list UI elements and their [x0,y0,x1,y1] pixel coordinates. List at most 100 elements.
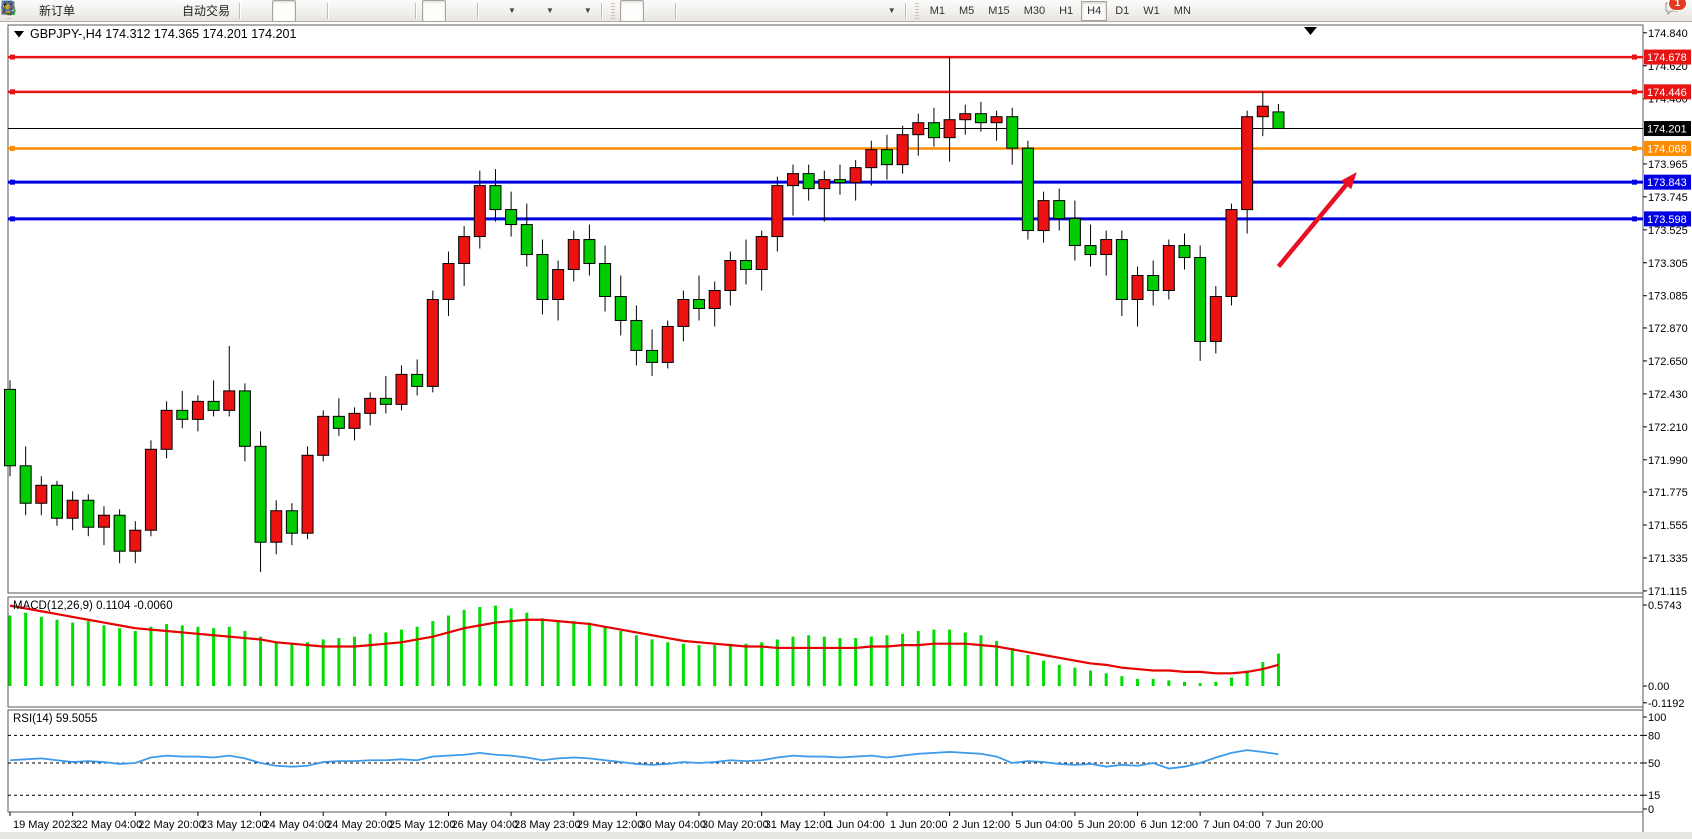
svg-text:7 Jun 04:00: 7 Jun 04:00 [1203,819,1261,831]
svg-text:50: 50 [1648,758,1660,770]
svg-text:5 Jun 20:00: 5 Jun 20:00 [1078,819,1136,831]
toolbar-separator [327,2,330,19]
svg-text:-0.1192: -0.1192 [1648,698,1685,710]
chat-button[interactable]: 1 [1664,0,1687,21]
svg-text:1 Jun 04:00: 1 Jun 04:00 [827,819,885,831]
tile-windows-button[interactable] [1,0,410,22]
profiles-clock-dropdown[interactable]: ▼ [1,0,558,22]
zoom-out-icon [2,1,380,19]
signal-icon [2,3,153,19]
zoom-in-button[interactable] [2,0,358,22]
svg-text:172.870: 172.870 [1648,323,1688,335]
candlestick-series [4,57,1285,573]
timeframe-h1[interactable]: H1 [1059,4,1074,17]
svg-text:172.210: 172.210 [1648,422,1688,434]
text-tool-button[interactable]: A [4,0,836,22]
zoom-in-icon [2,1,354,19]
arrows-icon [1,2,884,19]
svg-text:173.843: 173.843 [1647,177,1687,189]
trendline-tool-button[interactable] [2,0,758,22]
toolbar-grip [610,2,615,19]
trend-arrow-annotation[interactable] [1276,172,1357,268]
svg-text:171.775: 171.775 [1648,487,1688,499]
timeframe-m5[interactable]: M5 [959,4,975,17]
timeframe-m30[interactable]: M30 [1023,4,1046,17]
svg-text:24 May 04:00: 24 May 04:00 [264,819,331,831]
price-panel[interactable] [7,24,1644,594]
toolbar-separator [477,2,480,19]
cursor-icon [4,1,640,19]
chart-shift-icon [3,3,468,19]
toolbar-separator [904,2,907,19]
horizontal-line-icon [2,3,728,19]
new-order-label: 新订单 [39,4,76,18]
timeframe-mn[interactable]: MN [1173,4,1191,17]
signal-button[interactable] [2,0,157,22]
svg-text:23 May 12:00: 23 May 12:00 [201,819,268,831]
new-order-button[interactable]: 新订单 [1,0,79,22]
new-order-icon [1,0,36,19]
new-chart-dropdown[interactable]: ▼ [1,0,520,22]
svg-text:172.430: 172.430 [1648,389,1688,401]
vertical-line-tool-button[interactable] [7,0,706,22]
svg-text:0: 0 [1648,804,1654,816]
crosshair-tool-button[interactable] [1,0,670,22]
timeframe-w1[interactable]: W1 [1143,4,1160,17]
line-chart-button[interactable] [1,0,322,22]
price-axis[interactable]: 174.840174.620174.400173.965173.745173.5… [1643,28,1691,816]
timeframe-m1[interactable]: M1 [929,4,945,17]
candlestick-chart-button[interactable] [2,0,297,22]
svg-text:26 May 04:00: 26 May 04:00 [451,819,518,831]
svg-text:100: 100 [1648,712,1666,724]
bar-chart-button[interactable] [2,0,270,22]
indicators-dropdown[interactable]: ▼ [1,0,596,22]
svg-text:30 May 04:00: 30 May 04:00 [639,819,706,831]
svg-text:173.085: 173.085 [1648,291,1688,303]
symbol-dropdown-icon[interactable] [14,31,24,38]
svg-text:19 May 2023: 19 May 2023 [13,819,77,831]
metaeditor-button[interactable] [1,0,131,22]
bar-chart-icon [2,2,266,19]
zoom-out-button[interactable] [2,0,384,22]
search-icon[interactable] [1,1,1656,19]
svg-text:30 May 20:00: 30 May 20:00 [702,819,769,831]
window-bottom-edge [0,832,1692,839]
svg-text:173.525: 173.525 [1648,225,1688,237]
autotrading-button[interactable]: 自动交易 [1,0,234,22]
svg-text:171.115: 171.115 [1648,586,1687,598]
candlestick-chart-icon [2,1,292,19]
toolbar-grip [914,2,919,19]
chevron-down-icon: ▼ [887,6,896,15]
svg-text:28 May 23:00: 28 May 23:00 [514,819,581,831]
main-toolbar: 新订单 自动交易 [0,0,1692,22]
chart-shift-button[interactable] [3,0,472,22]
timeframe-h4[interactable]: H4 [1081,0,1108,21]
svg-text:171.990: 171.990 [1648,455,1688,467]
shift-end-marker[interactable] [1304,27,1317,35]
toolbar-separator [415,2,418,19]
text-label-tool-button[interactable]: T [1,0,862,22]
channel-tool-button[interactable]: E [1,0,784,22]
metaquotes-box-button[interactable] [0,0,105,22]
timeframe-d1[interactable]: D1 [1115,4,1130,17]
fibonacci-tool-button[interactable]: F [2,0,810,22]
tile-windows-icon [1,1,406,19]
auto-scroll-button[interactable] [3,0,447,22]
svg-text:24 May 20:00: 24 May 20:00 [326,819,393,831]
metaquotes-box-icon [0,1,101,19]
channel-icon: E [1,2,780,19]
fibonacci-icon: F [2,3,806,19]
macd-signal-line [9,604,1279,675]
horizontal-line-tool-button[interactable] [2,0,732,22]
svg-text:173.305: 173.305 [1648,258,1688,270]
svg-text:7 Jun 20:00: 7 Jun 20:00 [1266,819,1324,831]
cursor-tool-button[interactable] [4,0,644,22]
svg-text:173.965: 173.965 [1648,159,1688,171]
text-label-icon: T [1,2,858,19]
arrows-tool-dropdown[interactable]: ▼ [1,0,900,22]
auto-scroll-icon [3,3,442,19]
svg-text:6 Jun 12:00: 6 Jun 12:00 [1141,819,1199,831]
timeframe-m15[interactable]: M15 [988,4,1010,17]
